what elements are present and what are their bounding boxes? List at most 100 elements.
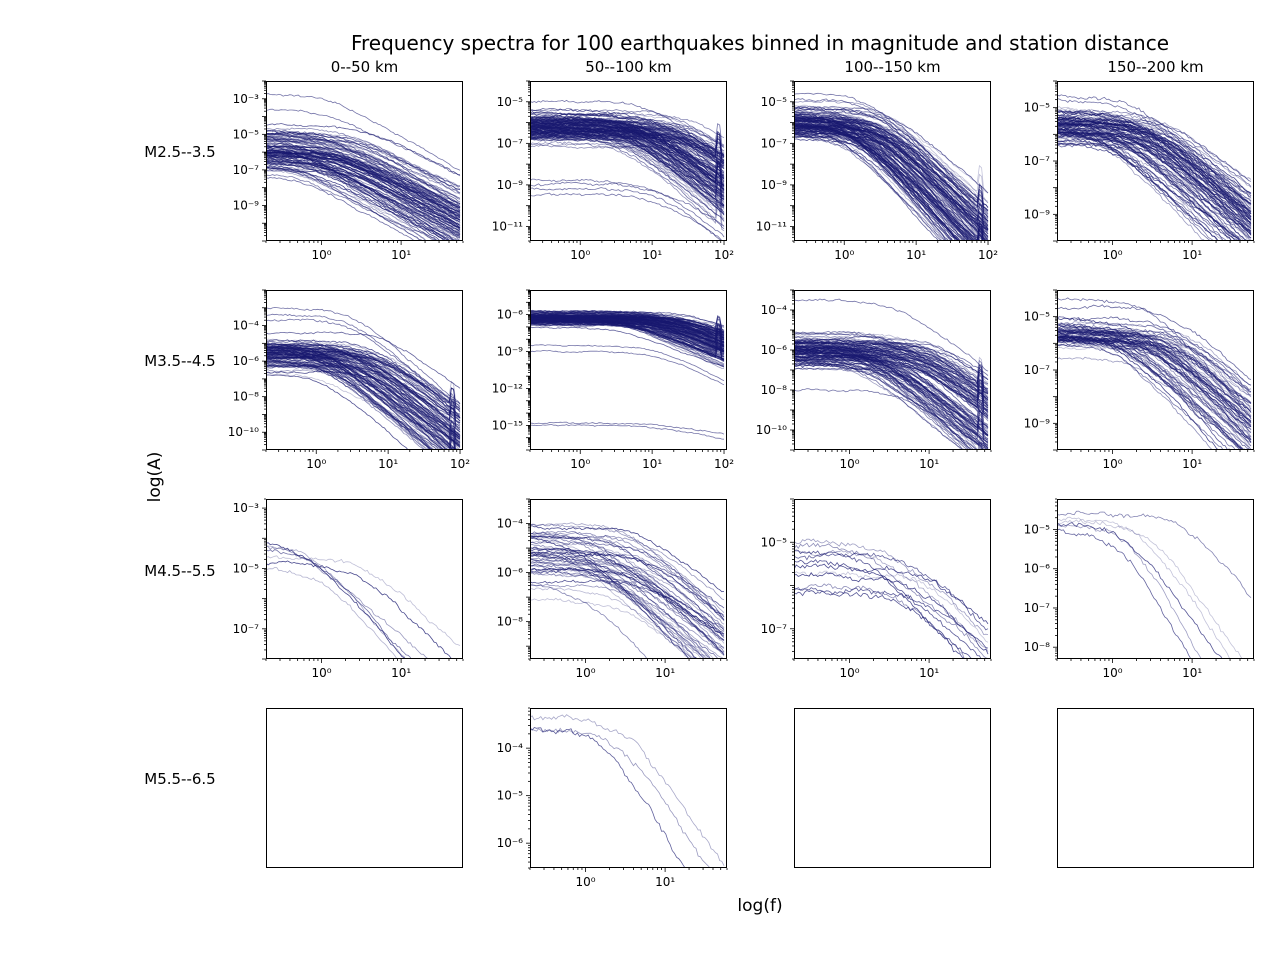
spectrum-line bbox=[530, 178, 725, 238]
spectrum-line bbox=[1057, 338, 1214, 450]
spectrum-line bbox=[266, 138, 461, 217]
spectrum-line bbox=[794, 129, 989, 241]
y-tick-label: 10⁻⁷ bbox=[1024, 154, 1051, 168]
spectrum-line bbox=[266, 354, 427, 450]
y-tick-label: 10⁻⁶ bbox=[233, 354, 260, 368]
y-tick-label: 10⁻⁷ bbox=[497, 136, 524, 150]
spectrum-line bbox=[530, 532, 725, 601]
spectrum-line bbox=[794, 358, 989, 429]
spectrum-line bbox=[530, 132, 724, 158]
spectrum-line bbox=[794, 108, 984, 241]
spectrum-line bbox=[1057, 142, 1244, 241]
spectrum-line bbox=[1057, 113, 1252, 180]
spectrum-line bbox=[266, 158, 461, 239]
spectrum-line bbox=[530, 567, 725, 638]
y-tick-label: 10⁻¹² bbox=[492, 381, 523, 395]
panel-r1-c1: 10⁰ 10¹ 10² 10⁻⁶ 10⁻⁹ 10⁻¹² 10⁻¹⁵ bbox=[492, 289, 734, 471]
y-tick-label: 10⁻⁵ bbox=[497, 95, 524, 109]
spectrum-line bbox=[530, 130, 725, 214]
spectrum-line bbox=[530, 137, 725, 230]
spectrum-line bbox=[266, 555, 461, 646]
y-tick-label: 10⁻⁵ bbox=[1024, 310, 1051, 324]
panel-r1-c0: 10⁰ 10¹ 10² 10⁻⁴ 10⁻⁶ 10⁻⁸ 10⁻¹⁰ bbox=[228, 289, 470, 471]
spectrum-line bbox=[266, 154, 461, 229]
spectrum-line bbox=[794, 132, 982, 241]
spectrum-line bbox=[530, 559, 705, 659]
spectrum-line bbox=[266, 347, 461, 443]
spectrum-line bbox=[1057, 338, 1252, 423]
spectrum-line bbox=[1057, 333, 1252, 440]
spectrum-line bbox=[266, 150, 461, 241]
panel-frame bbox=[266, 708, 463, 868]
spectra-lines bbox=[530, 99, 725, 241]
x-tick-label: 10⁰ bbox=[306, 457, 326, 471]
spectrum-line bbox=[794, 126, 989, 222]
spectrum-line bbox=[530, 727, 686, 868]
spectrum-line bbox=[1057, 126, 1242, 241]
spectrum-line bbox=[266, 343, 461, 440]
spectrum-line bbox=[266, 363, 460, 450]
x-tick-label: 10¹ bbox=[919, 457, 939, 471]
spectrum-line bbox=[266, 348, 461, 441]
panel-frame bbox=[1057, 499, 1254, 659]
x-tick-label: 10⁰ bbox=[570, 248, 590, 262]
spectrum-line bbox=[530, 554, 698, 659]
spectrum-line bbox=[1057, 135, 1252, 230]
panel-r2-c1: 10⁰ 10¹ 10⁻⁴ 10⁻⁶ 10⁻⁸ bbox=[497, 498, 728, 680]
y-tick-label: 10⁻¹⁰ bbox=[756, 423, 787, 437]
column-title-0-50km: 0--50 km bbox=[330, 58, 399, 76]
spectrum-line bbox=[1057, 122, 1241, 241]
spectrum-line bbox=[794, 123, 986, 241]
spectrum-line bbox=[530, 523, 725, 621]
spectrum-line bbox=[530, 572, 724, 659]
y-tick-label: 10⁻¹¹ bbox=[756, 219, 787, 233]
spectrum-line bbox=[794, 587, 989, 649]
y-tick-label: 10⁻⁴ bbox=[233, 319, 260, 333]
spectra-lines bbox=[530, 522, 725, 659]
spectrum-line bbox=[266, 349, 461, 436]
spectrum-line bbox=[794, 133, 947, 241]
spectrum-line bbox=[530, 584, 648, 659]
spectrum-line bbox=[794, 107, 989, 194]
panel-r3-c0 bbox=[266, 708, 463, 868]
spectrum-line bbox=[794, 129, 989, 240]
x-tick-label: 10¹ bbox=[919, 666, 939, 680]
spectrum-line bbox=[530, 421, 725, 435]
panel-frame bbox=[266, 499, 463, 659]
spectrum-line bbox=[794, 350, 968, 450]
spectrum-line bbox=[1057, 297, 1252, 418]
spectrum-line bbox=[530, 316, 725, 338]
spectrum-line bbox=[266, 149, 447, 241]
spectrum-line bbox=[530, 727, 711, 868]
y-tick-label: 10⁻⁵ bbox=[233, 561, 260, 575]
spectrum-line bbox=[266, 123, 461, 176]
spectrum-line bbox=[1057, 98, 1252, 221]
x-tick-label: 10⁰ bbox=[1103, 666, 1123, 680]
spectrum-line bbox=[266, 140, 461, 195]
spectrum-line bbox=[266, 145, 461, 217]
panel-frame bbox=[266, 290, 463, 450]
spectrum-line bbox=[794, 115, 989, 229]
y-tick-label: 10⁻⁵ bbox=[761, 95, 788, 109]
spectrum-line bbox=[530, 535, 725, 635]
y-tick-label: 10⁻⁶ bbox=[497, 566, 524, 580]
spectrum-line bbox=[530, 525, 725, 593]
spectrum-line bbox=[266, 313, 461, 413]
x-tick-label: 10⁰ bbox=[840, 457, 860, 471]
row-label-m3.5-4.5: M3.5--4.5 bbox=[144, 352, 216, 370]
spectrum-line bbox=[794, 138, 960, 241]
spectra-lines bbox=[794, 92, 989, 241]
spectrum-line bbox=[266, 355, 461, 437]
spectrum-line bbox=[266, 567, 398, 659]
spectrum-line bbox=[266, 132, 461, 191]
spectrum-line bbox=[530, 116, 725, 145]
panel-r1-c3: 10⁰ 10¹ 10⁻⁵ 10⁻⁷ 10⁻⁹ bbox=[1024, 289, 1255, 471]
spectrum-line bbox=[794, 355, 989, 444]
spectrum-line bbox=[266, 149, 458, 241]
spectrum-line bbox=[530, 326, 725, 367]
x-tick-label: 10¹ bbox=[655, 666, 675, 680]
x-tick-label: 10² bbox=[714, 248, 734, 262]
y-tick-label: 10⁻⁶ bbox=[497, 308, 524, 322]
spectrum-line bbox=[530, 125, 725, 196]
spectrum-line bbox=[530, 126, 725, 158]
